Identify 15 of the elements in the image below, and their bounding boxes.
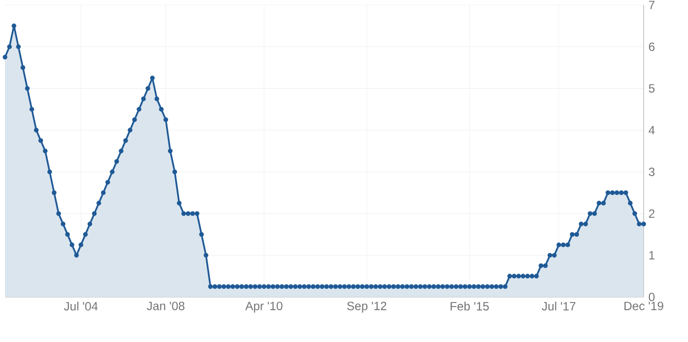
x-tick-label: Dec '19 xyxy=(624,302,664,310)
y-tick-label: 6 xyxy=(648,42,655,51)
y-tick-label: 7 xyxy=(648,0,654,10)
x-tick-label: Jul '04 xyxy=(64,302,98,311)
y-tick-label: 4 xyxy=(648,126,655,134)
y-tick-label: 3 xyxy=(648,168,655,176)
x-tick-label: Feb '15 xyxy=(450,302,489,311)
x-tick-label: Jan '08 xyxy=(146,302,184,310)
y-tick-label: 1 xyxy=(649,251,654,260)
y-tick-label: 0 xyxy=(648,292,655,302)
y-tick-label: 2 xyxy=(648,209,654,218)
x-tick-label: Apr '10 xyxy=(245,302,282,313)
x-tick-label: Sep '12 xyxy=(347,302,386,313)
x-tick-label: Jul '17 xyxy=(542,302,576,311)
y-tick-label: 5 xyxy=(648,84,655,93)
